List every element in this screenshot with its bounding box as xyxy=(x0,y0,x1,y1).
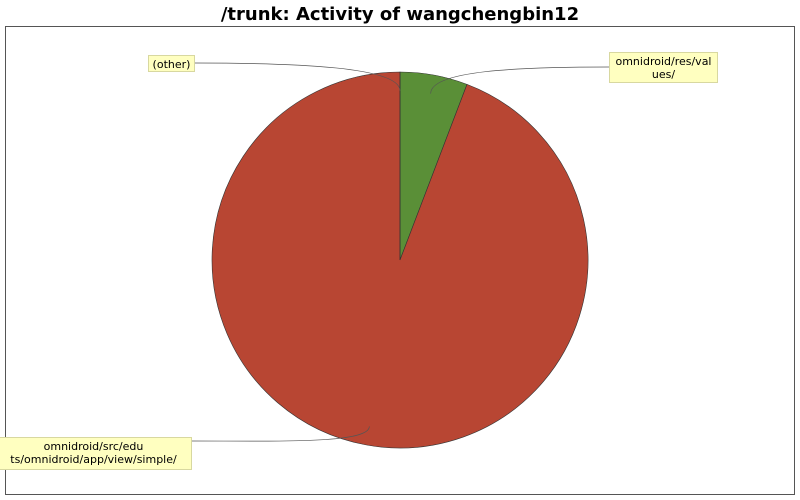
slice-label: (other) xyxy=(148,55,195,72)
leader-line xyxy=(194,62,401,91)
slice-label: omnidroid/src/edu ts/omnidroid/app/view/… xyxy=(0,437,192,470)
chart-title: /trunk: Activity of wangchengbin12 xyxy=(221,4,579,25)
leader-line xyxy=(430,66,610,94)
leader-line xyxy=(191,426,370,442)
slice-label: omnidroid/res/val ues/ xyxy=(609,52,718,83)
